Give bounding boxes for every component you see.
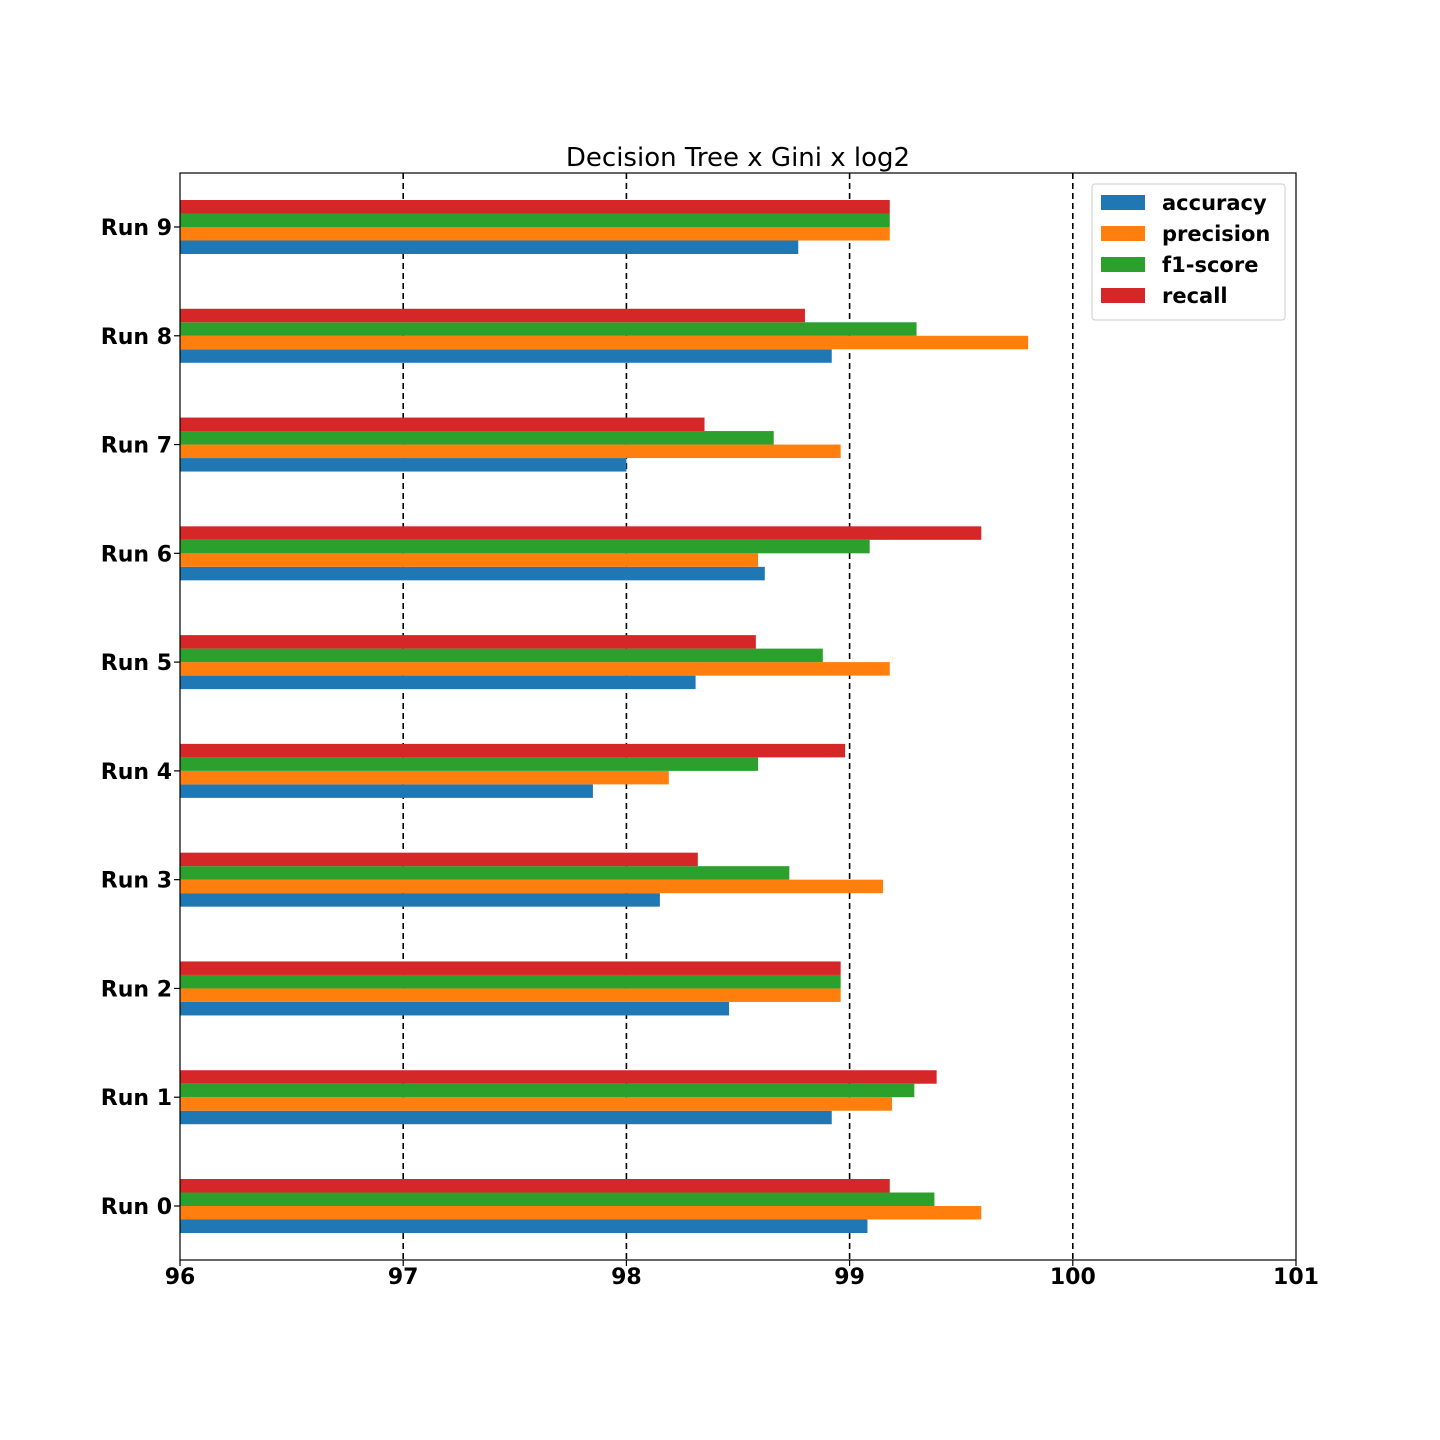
y-tick-label: Run 5: [101, 651, 172, 676]
legend: accuracy precision f1-score recall: [1091, 183, 1286, 321]
bar-accuracy-run-8: [180, 349, 832, 363]
legend-swatch-f1-score: [1101, 257, 1145, 272]
x-tick-label: 100: [1050, 1265, 1096, 1290]
legend-label-precision: precision: [1162, 222, 1270, 246]
bar-recall-run-5: [180, 635, 756, 649]
y-tick-label: Run 4: [101, 760, 172, 785]
bar-recall-run-3: [180, 852, 698, 867]
y-tick-label: Run 1: [101, 1086, 172, 1111]
y-tick-label: Run 7: [101, 434, 172, 459]
legend-label-f1-score: f1-score: [1162, 253, 1258, 277]
bar-recall-run-1: [180, 1070, 937, 1084]
bar-precision-run-6: [180, 553, 759, 567]
chart-title: Decision Tree x Gini x log2: [566, 143, 910, 173]
x-axis: 96 97 98 99 100 101: [165, 1260, 1319, 1290]
bar-accuracy-run-1: [180, 1110, 832, 1125]
x-tick-label: 99: [834, 1265, 865, 1290]
bar-f1-score-run-7: [180, 431, 774, 445]
x-tick-label: 97: [388, 1265, 419, 1290]
bar-accuracy-run-6: [180, 566, 765, 581]
bar-f1-score-run-8: [180, 322, 917, 336]
bar-recall-run-2: [180, 961, 841, 975]
y-tick-label: Run 3: [101, 869, 172, 894]
bar-precision-run-3: [180, 879, 884, 894]
bar-precision-run-7: [180, 444, 841, 459]
bar-f1-score-run-9: [180, 213, 890, 227]
bar-recall-run-0: [180, 1179, 890, 1193]
bars: [180, 200, 1029, 1233]
bar-recall-run-9: [180, 200, 890, 214]
legend-swatch-accuracy: [1101, 195, 1145, 210]
bar-f1-score-run-1: [180, 1083, 915, 1098]
bar-f1-score-run-6: [180, 539, 870, 554]
bar-precision-run-9: [180, 227, 890, 241]
bar-f1-score-run-4: [180, 757, 759, 771]
bar-f1-score-run-5: [180, 648, 823, 663]
bar-accuracy-run-5: [180, 675, 696, 690]
bar-f1-score-run-0: [180, 1192, 935, 1206]
x-tick-label: 101: [1273, 1265, 1319, 1290]
bar-recall-run-4: [180, 743, 846, 758]
y-axis: Run 0 Run 1 Run 2 Run 3 Run 4 Run 5 Run 6 Run 7…: [101, 216, 180, 1220]
bar-accuracy-run-3: [180, 893, 660, 907]
bar-accuracy-run-2: [180, 1001, 730, 1016]
bar-accuracy-run-7: [180, 458, 627, 472]
bar-recall-run-7: [180, 417, 705, 432]
bar-precision-run-2: [180, 988, 841, 1002]
y-tick-label: Run 6: [101, 542, 172, 567]
bar-precision-run-8: [180, 335, 1029, 350]
bar-accuracy-run-4: [180, 784, 593, 798]
x-tick-label: 98: [611, 1265, 642, 1290]
bar-precision-run-0: [180, 1206, 982, 1220]
legend-swatch-precision: [1101, 226, 1145, 241]
bar-f1-score-run-2: [180, 974, 841, 989]
legend-label-accuracy: accuracy: [1162, 191, 1267, 215]
bar-precision-run-5: [180, 662, 890, 676]
bar-accuracy-run-0: [180, 1219, 868, 1233]
legend-swatch-recall: [1101, 288, 1145, 303]
bar-recall-run-6: [180, 526, 982, 540]
legend-box: [1091, 183, 1286, 321]
legend-label-recall: recall: [1162, 284, 1228, 308]
y-tick-label: Run 9: [101, 216, 172, 241]
y-tick-label: Run 0: [101, 1195, 172, 1220]
bar-precision-run-1: [180, 1097, 893, 1111]
bar-precision-run-4: [180, 770, 669, 785]
y-tick-label: Run 2: [101, 977, 172, 1002]
bar-accuracy-run-9: [180, 240, 799, 254]
y-tick-label: Run 8: [101, 325, 172, 350]
bar-f1-score-run-3: [180, 866, 790, 880]
bar-recall-run-8: [180, 308, 805, 323]
plot-frame: [179, 172, 1297, 1261]
x-tick-label: 96: [165, 1265, 196, 1290]
